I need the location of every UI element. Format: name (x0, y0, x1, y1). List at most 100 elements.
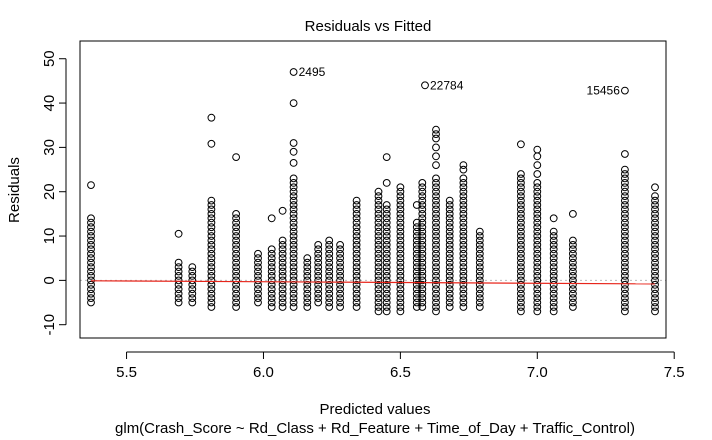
data-point (87, 298, 95, 307)
data-point (418, 179, 427, 187)
data-point (87, 249, 95, 258)
data-point (533, 298, 542, 307)
data-point (445, 267, 454, 276)
data-point (382, 153, 391, 162)
data-point (336, 272, 345, 280)
data-point (651, 192, 659, 201)
data-point (207, 196, 216, 205)
data-point (517, 192, 525, 201)
data-point (314, 298, 323, 307)
data-point (459, 201, 468, 209)
data-point (533, 145, 542, 154)
data-point (267, 276, 276, 285)
data-point (569, 245, 577, 254)
data-point (517, 210, 525, 218)
data-point (569, 298, 577, 307)
data-point (325, 272, 334, 280)
data-point (432, 307, 440, 316)
data-point (352, 263, 361, 272)
data-point (352, 249, 361, 258)
data-point (336, 267, 345, 276)
data-point (289, 227, 298, 236)
data-point (621, 174, 629, 183)
data-point (459, 267, 468, 276)
smooth-line (90, 280, 656, 285)
data-point (651, 241, 659, 249)
data-point (174, 258, 183, 267)
data-point (459, 303, 468, 311)
data-point (549, 245, 558, 254)
data-point (382, 210, 391, 218)
data-point (459, 218, 468, 227)
data-point (475, 227, 484, 236)
data-point (475, 267, 484, 276)
data-point (396, 289, 405, 298)
data-point (352, 258, 361, 267)
data-point (459, 232, 468, 240)
data-point (445, 205, 454, 214)
data-point (232, 223, 241, 232)
data-point (517, 280, 525, 289)
data-point (549, 294, 558, 303)
x-axis-label: Predicted values (320, 401, 431, 418)
data-point (352, 276, 361, 285)
data-point (325, 285, 334, 294)
data-point (621, 236, 629, 245)
data-point (445, 227, 454, 236)
data-point (174, 276, 183, 285)
data-point (396, 267, 405, 276)
data-point (533, 201, 542, 209)
data-point (475, 236, 484, 245)
data-point (374, 205, 383, 214)
x-tick-label: 6.5 (390, 364, 411, 381)
data-point (207, 245, 216, 254)
data-point (396, 272, 405, 280)
y-axis-label: Residuals (6, 157, 23, 223)
data-point (475, 232, 484, 240)
data-point (267, 254, 276, 263)
data-point (396, 263, 405, 272)
data-point (325, 263, 334, 272)
data-point (517, 214, 525, 223)
data-point (254, 294, 262, 303)
data-point (459, 227, 468, 236)
data-point (382, 267, 391, 276)
data-point (418, 285, 427, 294)
data-point (289, 196, 298, 205)
data-point (336, 254, 345, 263)
data-point (289, 294, 298, 303)
data-point (445, 289, 454, 298)
y-tick-label: 50 (41, 50, 58, 67)
data-point (517, 245, 525, 254)
data-point (418, 227, 427, 236)
data-point (382, 285, 391, 294)
data-point (382, 258, 391, 267)
data-point (289, 192, 298, 201)
data-point (533, 161, 542, 170)
data-point (232, 241, 241, 249)
data-point (445, 280, 454, 289)
data-point (336, 245, 345, 254)
data-point (418, 196, 427, 205)
data-point (336, 263, 345, 272)
y-tick-label: 40 (41, 95, 58, 112)
data-point (396, 294, 405, 303)
data-point (517, 276, 525, 285)
data-point (432, 183, 440, 192)
data-point (207, 258, 216, 267)
data-point (412, 232, 421, 240)
data-point (289, 276, 298, 285)
data-point (432, 223, 440, 232)
data-point (289, 272, 298, 280)
data-point (352, 218, 361, 227)
data-point (517, 303, 525, 311)
data-point (382, 241, 391, 249)
data-point (352, 298, 361, 307)
data-point (314, 280, 323, 289)
data-point (418, 298, 427, 307)
data-point (432, 303, 440, 311)
data-point (533, 223, 542, 232)
data-point (232, 245, 241, 254)
data-point (207, 303, 216, 311)
